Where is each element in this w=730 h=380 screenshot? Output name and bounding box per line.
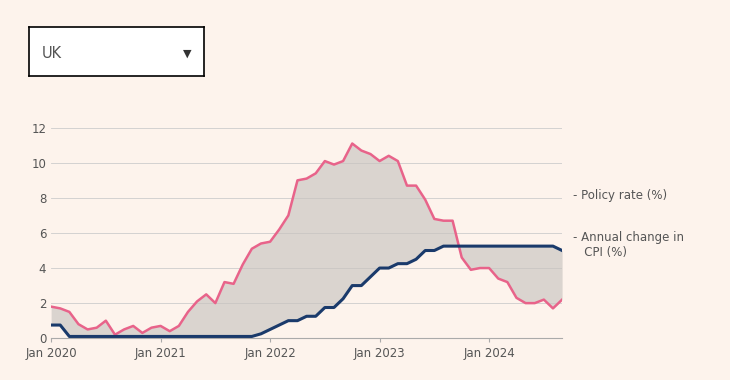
- Text: - Policy rate (%): - Policy rate (%): [573, 189, 667, 202]
- Text: UK: UK: [42, 46, 61, 61]
- Text: ▼: ▼: [183, 49, 192, 59]
- Text: - Annual change in
   CPI (%): - Annual change in CPI (%): [573, 231, 684, 259]
